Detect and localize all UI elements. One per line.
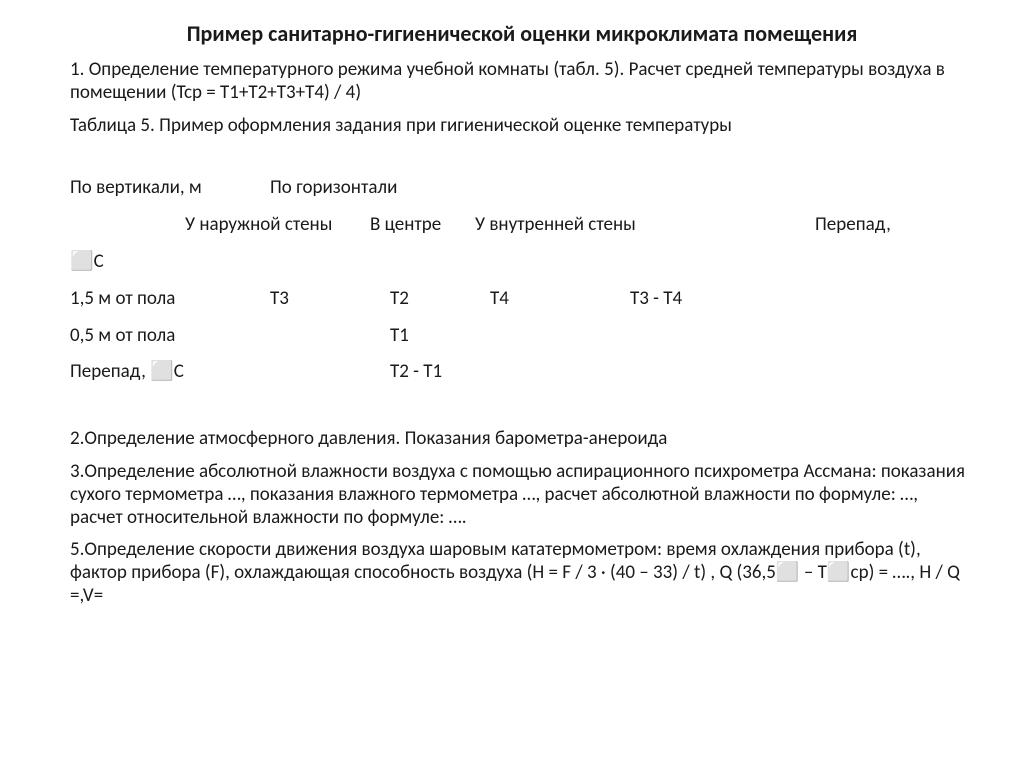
col-center: В центре <box>370 214 475 237</box>
cell <box>490 325 630 348</box>
temperature-table: По вертикали, м По горизонтали У наружно… <box>70 177 974 384</box>
cell: 1,5 м от пола <box>70 288 270 311</box>
unit-cell: ⬜С <box>70 251 104 274</box>
table-row: Перепад, ⬜С Т2 - Т1 <box>70 361 974 384</box>
cell <box>630 361 780 384</box>
cell: Т3 - Т4 <box>630 288 780 311</box>
paragraph-2: Таблица 5. Пример оформления задания при… <box>70 115 974 138</box>
paragraph-4: 3.Определение абсолютной влажности возду… <box>70 461 974 529</box>
cell: Т2 <box>390 288 490 311</box>
cell: 0,5 м от пола <box>70 325 270 348</box>
paragraph-1: 1. Определение температурного режима уче… <box>70 59 974 105</box>
cell: Т3 <box>270 288 390 311</box>
cell <box>270 361 390 384</box>
col-delta: Перепад, <box>815 214 935 237</box>
paragraph-5: 5.Определение скорости движения воздуха … <box>70 539 974 607</box>
table-sub-header: У наружной стены В центре У внутренней с… <box>70 214 974 237</box>
table-row: 1,5 м от пола Т3 Т2 Т4 Т3 - Т4 <box>70 288 974 311</box>
page-title: Пример санитарно-гигиенической оценки ми… <box>70 20 974 47</box>
unit-row: ⬜С <box>70 251 974 274</box>
cell: Т2 - Т1 <box>390 361 490 384</box>
cell: Т4 <box>490 288 630 311</box>
spacer <box>70 398 974 428</box>
cell <box>630 325 780 348</box>
header-horizontal: По горизонтали <box>270 177 397 200</box>
table-header-row: По вертикали, м По горизонтали <box>70 177 974 200</box>
cell <box>270 325 390 348</box>
cell: Т1 <box>390 325 490 348</box>
spacer <box>70 147 974 177</box>
table-row: 0,5 м от пола Т1 <box>70 325 974 348</box>
paragraph-3: 2.Определение атмосферного давления. Пок… <box>70 428 974 451</box>
col-inner-wall: У внутренней стены <box>475 214 815 237</box>
document-page: Пример санитарно-гигиенической оценки ми… <box>0 0 1024 638</box>
cell: Перепад, ⬜С <box>70 361 270 384</box>
cell <box>490 361 630 384</box>
col-outer-wall: У наружной стены <box>185 214 370 237</box>
header-vertical: По вертикали, м <box>70 177 270 200</box>
